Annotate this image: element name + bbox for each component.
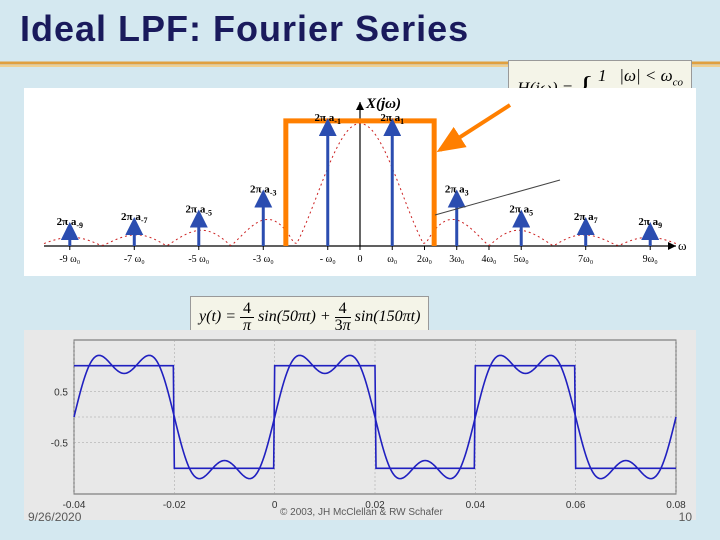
footer-date: 9/26/2020 — [28, 510, 81, 524]
waveform-chart: -0.04-0.0200.020.040.060.08-0.50.5 — [24, 330, 696, 520]
svg-text:-7 ω₀: -7 ω₀ — [124, 254, 145, 265]
pointer-arrow — [430, 100, 520, 160]
svg-text:0: 0 — [358, 254, 363, 265]
spectrum-chart: X(jω) ω -9 ω₀ -7 ω₀ -5 ω₀ -3 ω₀ - ω₀ 0 ω₀ 2ω₀ 3ω₀ 4… — [24, 88, 696, 276]
svg-text:-3 ω₀: -3 ω₀ — [253, 254, 274, 265]
svg-text:ω₀: ω₀ — [387, 254, 398, 265]
svg-text:0: 0 — [272, 500, 278, 511]
svg-text:7ω₀: 7ω₀ — [578, 254, 594, 265]
svg-text:2π a-5: 2π a-5 — [186, 203, 212, 217]
svg-text:2π a1: 2π a1 — [380, 112, 404, 126]
svg-text:4ω₀: 4ω₀ — [481, 254, 497, 265]
svg-text:2π a7: 2π a7 — [574, 211, 598, 225]
footer-page-number: 10 — [679, 510, 692, 524]
svg-text:-5 ω₀: -5 ω₀ — [188, 254, 209, 265]
svg-text:0.04: 0.04 — [466, 500, 486, 511]
slide-title: Ideal LPF: Fourier Series — [20, 8, 469, 50]
footer-copyright: © 2003, JH McClellan & RW Schafer — [280, 507, 443, 518]
svg-text:ω: ω — [678, 238, 687, 253]
slide: Ideal LPF: Fourier Series H(jω) = { 1 |ω… — [0, 0, 720, 540]
svg-text:X(jω): X(jω) — [365, 96, 401, 112]
svg-text:2ω₀: 2ω₀ — [417, 254, 433, 265]
svg-text:- ω₀: - ω₀ — [320, 254, 336, 265]
svg-text:0.5: 0.5 — [54, 387, 68, 398]
svg-text:0.06: 0.06 — [566, 500, 586, 511]
svg-text:2π a-3: 2π a-3 — [250, 183, 276, 197]
waveform-panel: -0.04-0.0200.020.040.060.08-0.50.5 — [24, 330, 696, 520]
svg-text:9ω₀: 9ω₀ — [643, 254, 659, 265]
svg-text:-0.02: -0.02 — [163, 500, 186, 511]
svg-text:2π a-9: 2π a-9 — [57, 216, 83, 230]
svg-text:-0.5: -0.5 — [51, 439, 69, 450]
svg-text:-9 ω₀: -9 ω₀ — [59, 254, 80, 265]
svg-text:2π a-7: 2π a-7 — [121, 211, 147, 225]
svg-text:3ω₀: 3ω₀ — [449, 254, 465, 265]
svg-text:5ω₀: 5ω₀ — [514, 254, 530, 265]
cutoff-pointer — [430, 175, 570, 225]
svg-text:2π a-1: 2π a-1 — [315, 112, 341, 126]
spectrum-panel: X(jω) ω -9 ω₀ -7 ω₀ -5 ω₀ -3 ω₀ - ω₀ 0 ω₀ 2ω₀ 3ω₀ 4… — [24, 88, 696, 276]
svg-text:2π a9: 2π a9 — [638, 216, 662, 230]
